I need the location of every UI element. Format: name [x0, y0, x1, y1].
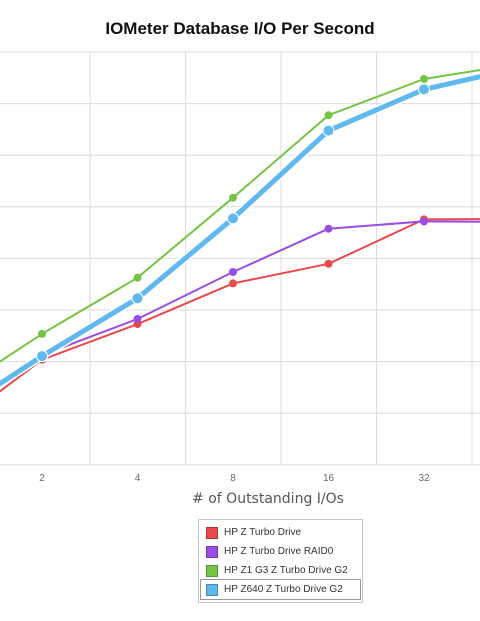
x-tick-label: 8 [230, 473, 236, 484]
series-lines [0, 68, 480, 393]
legend-item[interactable]: HP Z1 G3 Z Turbo Drive G2 [199, 561, 362, 580]
data-point [38, 329, 46, 338]
data-point [418, 83, 430, 96]
series-line-4 [0, 74, 480, 387]
data-point [420, 217, 428, 226]
x-tick-label: 4 [135, 473, 141, 484]
series-line-2 [0, 220, 480, 388]
legend-swatch [206, 545, 218, 558]
legend-item[interactable]: HP Z Turbo Drive RAID0 [199, 542, 362, 561]
data-point [324, 224, 333, 233]
legend: HP Z Turbo Drive HP Z Turbo Drive RAID0 HP… [198, 519, 363, 603]
legend-swatch [206, 526, 218, 539]
legend-label: HP Z640 Z Turbo Drive G2 [224, 584, 343, 595]
legend-label: HP Z1 G3 Z Turbo Drive G2 [224, 565, 348, 576]
x-tick-label: 2 [39, 473, 45, 484]
chart-title: IOMeter Database I/O Per Second [105, 19, 375, 38]
data-point [229, 193, 237, 202]
x-axis-label: # of Outstanding I/Os [192, 491, 344, 507]
series-line-1 [0, 218, 480, 393]
data-point [227, 212, 239, 225]
x-tick-label: 16 [323, 473, 335, 484]
data-point [36, 350, 48, 363]
x-tick-label: 32 [418, 473, 430, 484]
legend-label: HP Z Turbo Drive [224, 527, 302, 538]
series-halo [0, 72, 480, 389]
legend-item[interactable]: HP Z Turbo Drive [199, 523, 362, 542]
gridlines [0, 51, 480, 466]
data-point [131, 292, 144, 305]
legend-swatch [206, 583, 218, 596]
legend-label: HP Z Turbo Drive RAID0 [224, 546, 334, 557]
data-point [229, 279, 237, 288]
x-tick-labels: 2 4 8 16 32 [39, 473, 430, 484]
data-point [324, 111, 333, 120]
data-point [229, 268, 237, 276]
legend-item[interactable]: HP Z640 Z Turbo Drive G2 [200, 579, 361, 600]
series-line-3 [0, 68, 480, 363]
data-point [324, 259, 333, 268]
data-point [420, 75, 428, 83]
legend-swatch [206, 564, 218, 577]
data-point [133, 315, 142, 323]
data-point [133, 273, 142, 282]
data-point [322, 124, 335, 137]
